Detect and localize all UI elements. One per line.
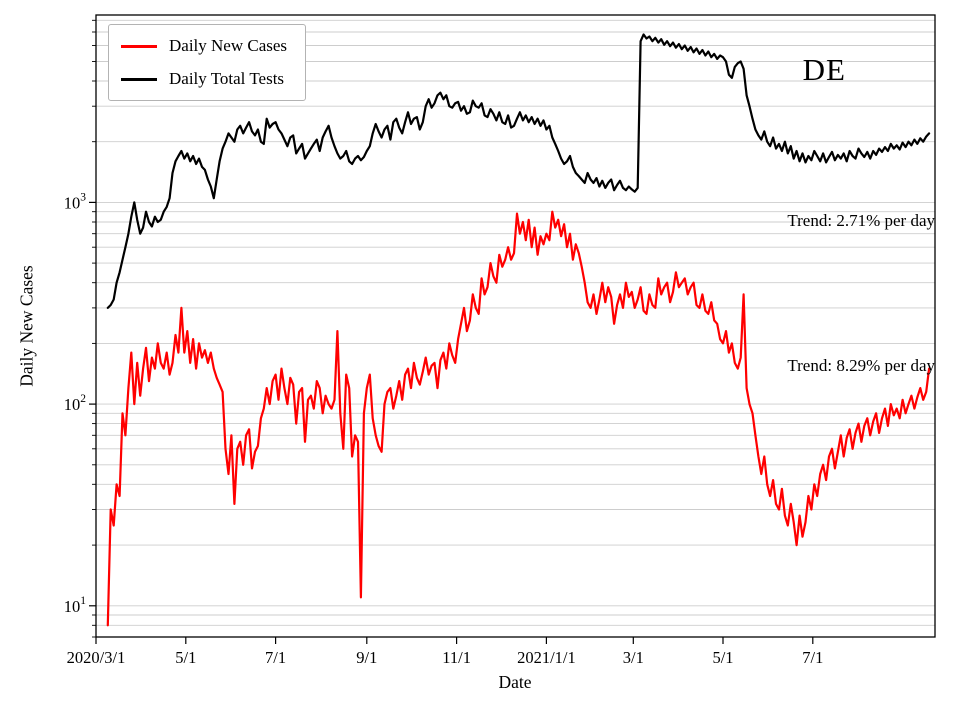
x-tick-label: 2020/3/1 (67, 648, 126, 667)
x-tick-label: 7/1 (265, 648, 286, 667)
series-line-daily-total-tests (106, 33, 931, 309)
y-tick-label: 102 (64, 393, 87, 414)
x-tick-label: 5/1 (175, 648, 196, 667)
plot-border (95, 14, 936, 638)
y-axis-label: Daily New Cases (16, 265, 37, 387)
x-tick-label: 3/1 (623, 648, 644, 667)
trend-annotation-cases: Trend: 8.29% per day (787, 356, 935, 375)
legend-label-daily-total-tests: Daily Total Tests (169, 69, 285, 88)
y-tick-label: 101 (64, 595, 87, 616)
grid-lines (96, 19, 935, 638)
x-axis-ticks: 2020/3/1 5/1 7/1 9/1 11/1 2021/1/1 3/1 5/1 7/1 (67, 637, 823, 667)
x-axis-label: Date (498, 672, 532, 692)
y-tick-label: 103 (64, 191, 87, 212)
x-tick-label: 2021/1/1 (517, 648, 576, 667)
y-axis-ticks: 101 102 103 (64, 19, 96, 638)
region-code-label: DE (802, 52, 846, 87)
x-tick-label: 11/1 (442, 648, 471, 667)
legend-label-daily-new-cases: Daily New Cases (169, 36, 288, 55)
x-tick-label: 7/1 (802, 648, 823, 667)
legend-line-swatch-black (121, 77, 157, 81)
trend-annotation-tests: Trend: 2.71% per day (787, 211, 935, 230)
legend-item-daily-total-tests: Daily Total Tests (121, 69, 287, 89)
series-line-daily-new-cases (106, 210, 931, 627)
chart-legend: Daily New Cases Daily Total Tests (108, 24, 307, 101)
legend-item-daily-new-cases: Daily New Cases (121, 36, 287, 56)
x-tick-label: 9/1 (356, 648, 377, 667)
x-tick-label: 5/1 (712, 648, 733, 667)
legend-line-swatch-red (121, 44, 157, 48)
